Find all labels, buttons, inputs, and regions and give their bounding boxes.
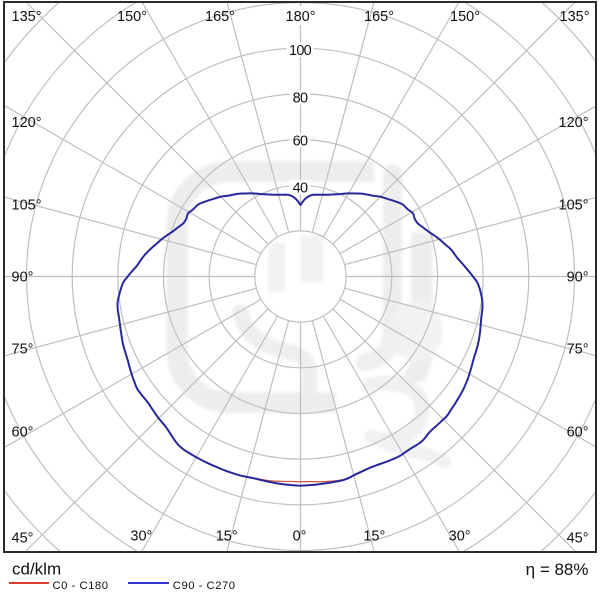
svg-text:C90 - C270: C90 - C270 (173, 580, 236, 592)
svg-text:cd/klm: cd/klm (12, 559, 61, 578)
svg-text:45°: 45° (567, 531, 589, 547)
svg-text:60°: 60° (567, 425, 589, 441)
svg-text:C0 - C180: C0 - C180 (53, 580, 109, 592)
svg-text:30°: 30° (130, 529, 152, 545)
svg-text:135°: 135° (12, 9, 42, 25)
svg-text:150°: 150° (450, 9, 480, 25)
svg-text:165°: 165° (364, 9, 394, 25)
svg-text:45°: 45° (12, 531, 34, 547)
svg-text:105°: 105° (12, 198, 42, 214)
svg-text:120°: 120° (559, 115, 589, 131)
svg-text:150°: 150° (117, 9, 147, 25)
svg-text:75°: 75° (567, 342, 589, 358)
svg-text:120°: 120° (12, 115, 42, 131)
svg-text:0°: 0° (293, 529, 307, 545)
svg-text:100: 100 (289, 43, 312, 59)
svg-text:60: 60 (293, 134, 308, 150)
svg-text:15°: 15° (216, 529, 238, 545)
svg-text:40: 40 (293, 180, 308, 196)
svg-text:90°: 90° (567, 270, 589, 286)
svg-text:165°: 165° (205, 9, 235, 25)
svg-text:η = 88%: η = 88% (526, 560, 589, 579)
svg-text:105°: 105° (559, 198, 589, 214)
svg-text:135°: 135° (560, 9, 590, 25)
svg-text:90°: 90° (12, 270, 34, 286)
svg-text:75°: 75° (12, 342, 34, 358)
svg-text:30°: 30° (449, 529, 471, 545)
svg-text:80: 80 (293, 91, 308, 107)
svg-text:180°: 180° (286, 9, 316, 25)
svg-text:60°: 60° (12, 425, 34, 441)
svg-text:15°: 15° (363, 529, 385, 545)
